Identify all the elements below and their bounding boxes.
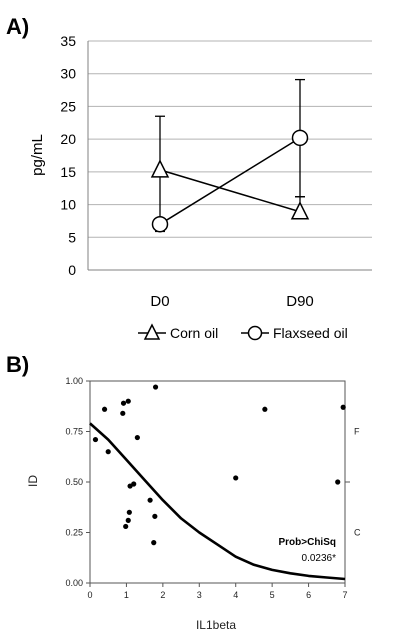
panel-b-x-tick-label: 6 bbox=[306, 590, 311, 600]
panel-a-y-tick-label: 5 bbox=[68, 229, 76, 245]
panel-b-x-tick-label: 7 bbox=[342, 590, 347, 600]
panel-a-y-tick-label: 30 bbox=[60, 66, 76, 82]
panel-a-y-axis-title: pg/mL bbox=[29, 134, 46, 176]
panel-b-right-label: C bbox=[354, 528, 361, 538]
legend-marker-triangle bbox=[143, 323, 161, 340]
scatter-point bbox=[120, 400, 127, 406]
test-name-annotation: Prob>ChiSq bbox=[278, 537, 336, 548]
panel-b-x-tick-label: 5 bbox=[270, 590, 275, 600]
panel-a-y-tick-label: 10 bbox=[60, 197, 76, 213]
panel-b: 0.00 0.25 0.50 0.75 1.00 0 1 2 3 4 5 6 7 F C bbox=[65, 376, 361, 600]
fitted-curve bbox=[89, 422, 346, 581]
scatter-point bbox=[123, 523, 129, 530]
data-point-corn-oil bbox=[290, 201, 310, 220]
panel-b-x-tick-label: 1 bbox=[124, 590, 129, 600]
series-line-flaxseed-oil bbox=[159, 137, 301, 225]
data-point-flaxseed-oil bbox=[291, 129, 309, 147]
panel-b-x-axis-title: IL1beta bbox=[196, 618, 236, 632]
scatter-point bbox=[340, 404, 346, 410]
scatter-point bbox=[152, 513, 158, 519]
scatter-point bbox=[126, 509, 132, 515]
panel-a-y-tick-label: 15 bbox=[60, 164, 76, 180]
legend: Corn oil Flaxseed oil bbox=[138, 323, 348, 341]
panel-b-y-tick-label: 0.50 bbox=[65, 477, 83, 487]
scatter-point bbox=[147, 497, 153, 503]
legend-marker-circle bbox=[247, 325, 263, 341]
panel-a-y-tick-label: 35 bbox=[60, 33, 76, 49]
panel-b-y-tick-label: 0.75 bbox=[65, 427, 83, 437]
scatter-point bbox=[152, 384, 159, 390]
panel-b-x-tick-label: 2 bbox=[160, 590, 165, 600]
panel-a-x-tick-label: D90 bbox=[286, 293, 314, 310]
series-line-corn-oil bbox=[159, 169, 301, 213]
panel-b-x-tick-label: 4 bbox=[233, 590, 238, 600]
panel-a: 0 5 10 15 20 25 30 35 D0 D90 bbox=[60, 33, 372, 310]
scatter-point bbox=[134, 434, 140, 441]
scatter-point bbox=[151, 540, 157, 546]
p-value-annotation: 0.0236* bbox=[302, 553, 337, 564]
scatter-point bbox=[233, 475, 239, 481]
panel-a-y-tick-label: 20 bbox=[60, 131, 76, 147]
panel-b-x-tick-label: 0 bbox=[87, 590, 92, 600]
scatter-point bbox=[262, 406, 268, 412]
panel-a-label: A) bbox=[6, 14, 29, 39]
panel-a-y-tick-label: 25 bbox=[60, 98, 76, 114]
panel-b-x-tick-label: 3 bbox=[197, 590, 202, 600]
legend-label-flaxseed-oil: Flaxseed oil bbox=[273, 325, 348, 341]
panel-b-y-tick-label: 0.00 bbox=[65, 578, 83, 588]
data-point-flaxseed-oil bbox=[151, 215, 169, 233]
scatter-point bbox=[125, 517, 131, 523]
panel-a-x-tick-label: D0 bbox=[150, 293, 169, 310]
scatter-point bbox=[120, 410, 126, 416]
panel-a-y-tick-label: 0 bbox=[68, 262, 76, 278]
scatter-point bbox=[125, 398, 131, 404]
scatter-point bbox=[92, 436, 99, 443]
legend-label-corn-oil: Corn oil bbox=[170, 325, 218, 341]
panel-b-label: B) bbox=[6, 352, 29, 377]
scatter-point bbox=[335, 479, 341, 485]
panel-b-right-label: F bbox=[354, 427, 360, 437]
panel-b-y-tick-label: 0.25 bbox=[65, 528, 83, 538]
scatter-point bbox=[131, 481, 137, 487]
scatter-point bbox=[101, 406, 108, 412]
data-point-corn-oil bbox=[150, 159, 170, 178]
scatter-point bbox=[105, 449, 111, 455]
panel-b-y-axis-title: ID bbox=[26, 475, 40, 487]
panel-b-y-tick-label: 1.00 bbox=[65, 376, 83, 386]
